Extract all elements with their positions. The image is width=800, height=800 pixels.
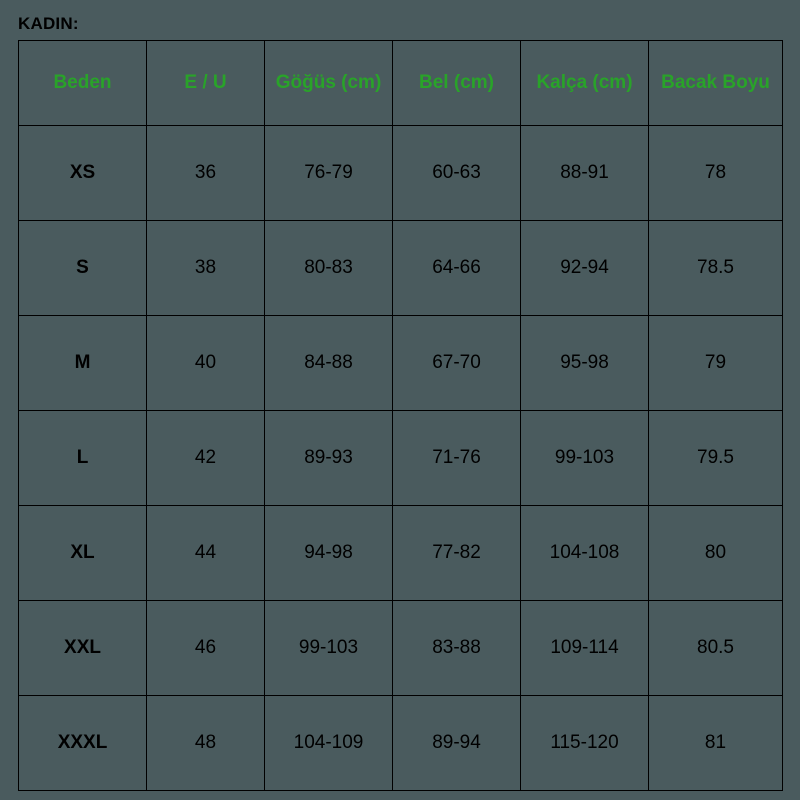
cell: 81 [649, 696, 783, 791]
cell: 95-98 [521, 316, 649, 411]
cell: 40 [147, 316, 265, 411]
cell: 109-114 [521, 601, 649, 696]
col-header-gogus: Göğüs (cm) [265, 41, 393, 126]
cell: 115-120 [521, 696, 649, 791]
cell: 104-109 [265, 696, 393, 791]
cell: 94-98 [265, 506, 393, 601]
cell-size: XXL [19, 601, 147, 696]
cell: 99-103 [521, 411, 649, 506]
table-row: XXXL 48 104-109 89-94 115-120 81 [19, 696, 783, 791]
cell: 92-94 [521, 221, 649, 316]
cell-size: XL [19, 506, 147, 601]
cell: 78 [649, 126, 783, 221]
cell: 84-88 [265, 316, 393, 411]
col-header-eu: E / U [147, 41, 265, 126]
cell: 80.5 [649, 601, 783, 696]
table-row: M 40 84-88 67-70 95-98 79 [19, 316, 783, 411]
cell: 60-63 [393, 126, 521, 221]
cell: 99-103 [265, 601, 393, 696]
table-row: XXL 46 99-103 83-88 109-114 80.5 [19, 601, 783, 696]
cell: 71-76 [393, 411, 521, 506]
cell: 104-108 [521, 506, 649, 601]
cell: 79 [649, 316, 783, 411]
cell: 77-82 [393, 506, 521, 601]
cell: 89-93 [265, 411, 393, 506]
cell: 80-83 [265, 221, 393, 316]
cell: 78.5 [649, 221, 783, 316]
table-row: L 42 89-93 71-76 99-103 79.5 [19, 411, 783, 506]
table-title: KADIN: [18, 14, 782, 34]
cell: 88-91 [521, 126, 649, 221]
cell-size: M [19, 316, 147, 411]
header-row: Beden E / U Göğüs (cm) Bel (cm) Kalça (c… [19, 41, 783, 126]
cell: 36 [147, 126, 265, 221]
table-row: XL 44 94-98 77-82 104-108 80 [19, 506, 783, 601]
cell: 67-70 [393, 316, 521, 411]
cell: 38 [147, 221, 265, 316]
cell-size: S [19, 221, 147, 316]
size-table: Beden E / U Göğüs (cm) Bel (cm) Kalça (c… [18, 40, 783, 791]
col-header-kalca: Kalça (cm) [521, 41, 649, 126]
cell: 89-94 [393, 696, 521, 791]
cell: 44 [147, 506, 265, 601]
cell: 42 [147, 411, 265, 506]
cell-size: XXXL [19, 696, 147, 791]
col-header-bel: Bel (cm) [393, 41, 521, 126]
cell-size: L [19, 411, 147, 506]
cell: 76-79 [265, 126, 393, 221]
col-header-beden: Beden [19, 41, 147, 126]
table-row: S 38 80-83 64-66 92-94 78.5 [19, 221, 783, 316]
table-body: XS 36 76-79 60-63 88-91 78 S 38 80-83 64… [19, 126, 783, 791]
col-header-bacak: Bacak Boyu [649, 41, 783, 126]
cell: 46 [147, 601, 265, 696]
cell: 64-66 [393, 221, 521, 316]
cell: 80 [649, 506, 783, 601]
cell: 79.5 [649, 411, 783, 506]
page: KADIN: Beden E / U Göğüs (cm) Bel (cm) K… [0, 0, 800, 791]
table-head: Beden E / U Göğüs (cm) Bel (cm) Kalça (c… [19, 41, 783, 126]
cell: 83-88 [393, 601, 521, 696]
table-row: XS 36 76-79 60-63 88-91 78 [19, 126, 783, 221]
cell-size: XS [19, 126, 147, 221]
cell: 48 [147, 696, 265, 791]
